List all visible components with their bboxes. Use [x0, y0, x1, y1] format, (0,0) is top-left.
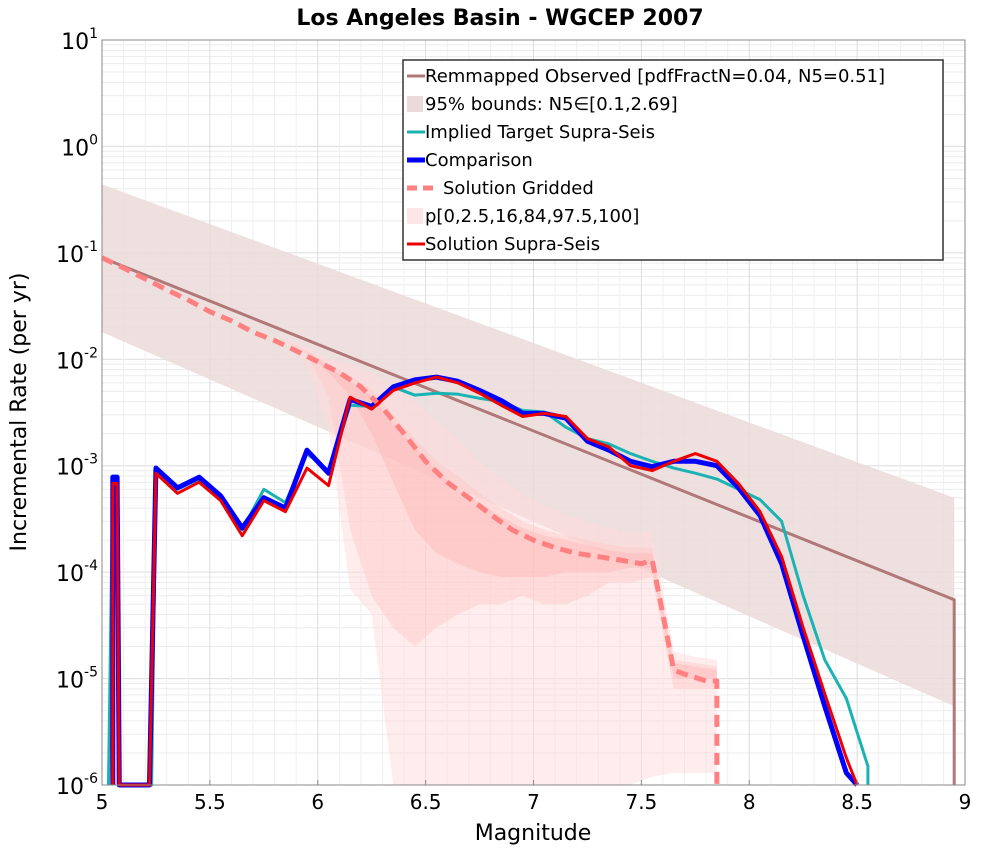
- legend-entry: Solution Gridded: [407, 178, 594, 199]
- legend-label: Implied Target Supra-Seis: [425, 122, 655, 143]
- x-tick-label: 9: [959, 790, 972, 814]
- x-tick-label: 7: [527, 790, 540, 814]
- y-tick-label: 101: [61, 26, 98, 55]
- legend-box: [402, 59, 944, 261]
- legend-label: 95% bounds: N5∈[0.1,2.69]: [425, 94, 678, 115]
- legend-swatch: [407, 208, 423, 224]
- x-tick-label: 5.5: [194, 790, 226, 814]
- chart-title: Los Angeles Basin - WGCEP 2007: [296, 6, 703, 31]
- solution-gridded-line: [100, 255, 720, 785]
- y-tick-label: 10-2: [56, 345, 98, 374]
- y-tick-label: 10-6: [56, 771, 98, 800]
- legend-swatch: [407, 96, 423, 112]
- legend-entry: Comparison: [407, 150, 533, 171]
- x-axis-label: Magnitude: [475, 821, 592, 846]
- x-tick-label: 6: [311, 790, 324, 814]
- y-tick-label: 100: [61, 132, 98, 161]
- x-axis-ticks: 5 5.5 6 6.5 7 7.5 8 8.5 9: [96, 780, 972, 814]
- legend-label: Comparison: [425, 150, 533, 171]
- legend-entry: p[0,2.5,16,84,97.5,100]: [407, 206, 639, 227]
- legend-entry: 95% bounds: N5∈[0.1,2.69]: [407, 94, 678, 115]
- y-axis-label: Incremental Rate (per yr): [7, 273, 32, 552]
- legend-label: Solution Supra-Seis: [425, 234, 600, 255]
- legend-entry: Implied Target Supra-Seis: [407, 122, 655, 143]
- x-tick-label: 8.5: [841, 790, 873, 814]
- legend-label: Remmapped Observed [pdfFractN=0.04, N5=0…: [425, 66, 885, 87]
- x-tick-label: 7.5: [625, 790, 657, 814]
- y-axis-ticks: 101 100 10-1 10-2 10-3 10-4 10-5 10-6: [56, 26, 98, 800]
- solution-supra-line: [111, 375, 859, 787]
- x-tick-label: 8: [743, 790, 756, 814]
- y-tick-label: 10-5: [56, 665, 98, 694]
- y-tick-label: 10-3: [56, 452, 98, 481]
- uncertainty-bands: [102, 184, 955, 785]
- x-tick-label: 5: [96, 790, 109, 814]
- legend: Remmapped Observed [pdfFractN=0.04, N5=0…: [402, 59, 944, 261]
- y-tick-label: 10-1: [56, 239, 98, 268]
- legend-label: Solution Gridded: [443, 178, 594, 199]
- y-tick-label: 10-4: [56, 558, 98, 587]
- x-tick-label: 6.5: [410, 790, 442, 814]
- observed-line: [101, 256, 956, 785]
- series-lines: [100, 255, 956, 788]
- legend-label: p[0,2.5,16,84,97.5,100]: [425, 206, 639, 227]
- gridded-band-inner: [285, 340, 717, 679]
- gridded-band-mid: [285, 340, 717, 689]
- observed-95-bounds-band: [102, 184, 955, 707]
- legend-entry: Remmapped Observed [pdfFractN=0.04, N5=0…: [407, 66, 885, 87]
- gridded-band-outer: [285, 337, 717, 785]
- legend-entry: Solution Supra-Seis: [407, 234, 600, 255]
